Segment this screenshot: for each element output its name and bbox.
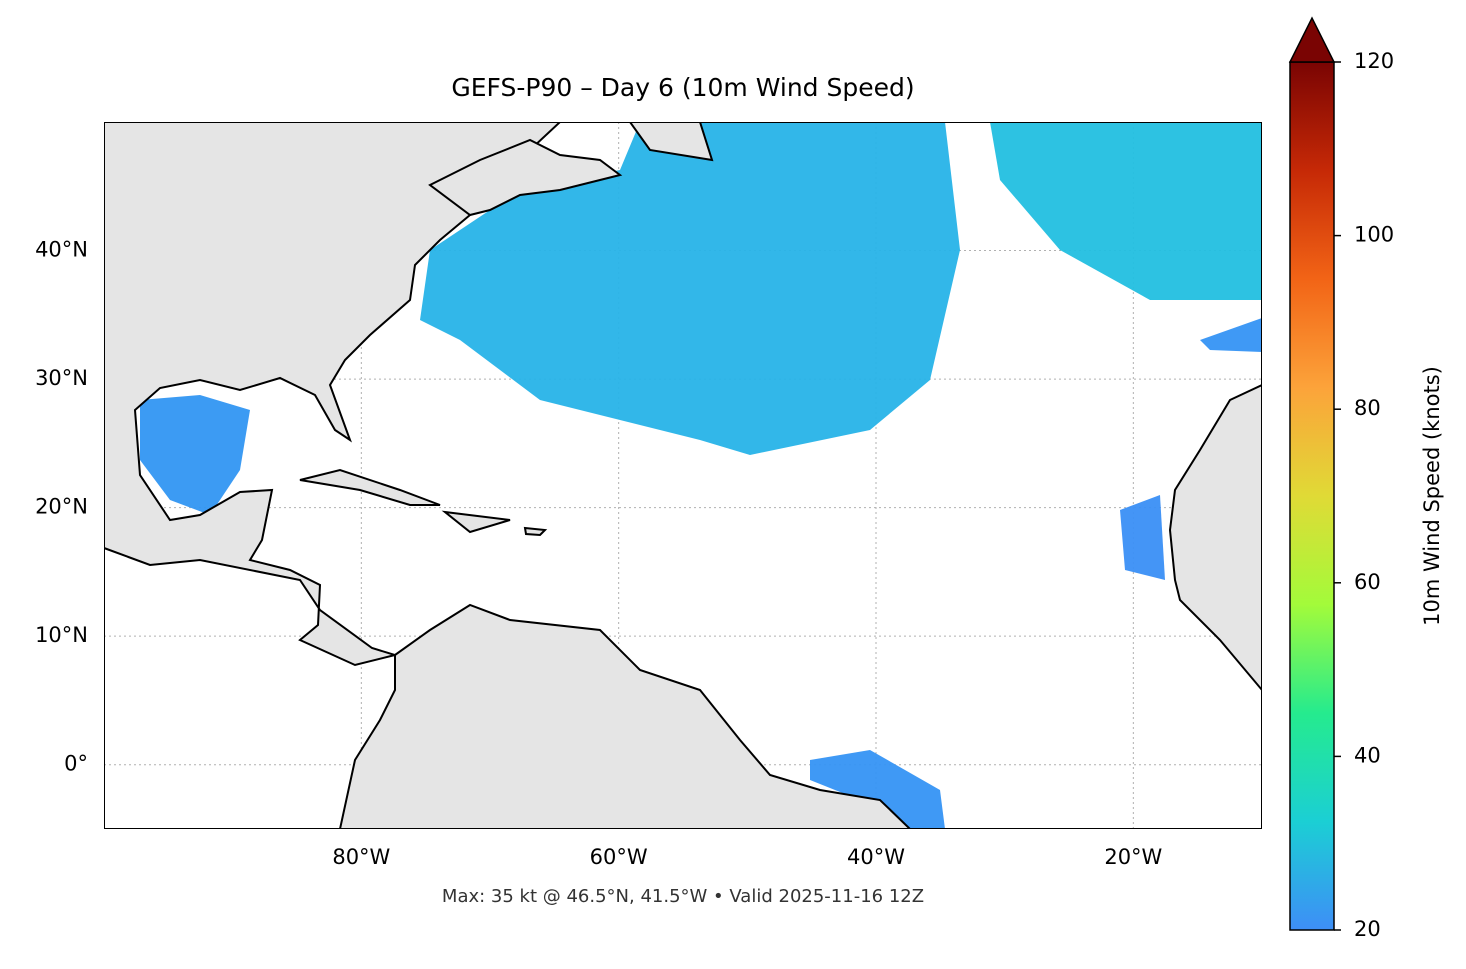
y-tick-label: 40°N bbox=[35, 238, 88, 262]
map-area bbox=[104, 122, 1262, 829]
maritimes bbox=[428, 138, 623, 217]
y-tick-label: 20°N bbox=[35, 495, 88, 519]
south-america bbox=[338, 603, 912, 829]
colorbar-extension bbox=[1288, 16, 1336, 63]
north-america bbox=[104, 122, 562, 667]
wind-area bbox=[1200, 318, 1262, 352]
y-tick-label: 10°N bbox=[35, 623, 88, 647]
colorbar-tick-label: 100 bbox=[1354, 223, 1394, 247]
newfoundland bbox=[628, 122, 714, 162]
y-tick-label: 30°N bbox=[35, 366, 88, 390]
cuba bbox=[299, 468, 441, 506]
x-tick-label: 60°W bbox=[590, 845, 648, 869]
x-tick-label: 40°W bbox=[847, 845, 905, 869]
colorbar-label: 10m Wind Speed (knots) bbox=[1420, 366, 1444, 626]
x-tick-label: 80°W bbox=[332, 845, 390, 869]
wind-area bbox=[420, 122, 960, 455]
wind-area bbox=[1120, 495, 1165, 580]
colorbar-tick-label: 120 bbox=[1354, 49, 1394, 73]
colorbar-body bbox=[1289, 61, 1335, 931]
colorbar-tick-label: 40 bbox=[1354, 743, 1381, 767]
wind-area bbox=[990, 122, 1262, 300]
wind-field bbox=[140, 122, 1262, 829]
x-tick-label: 20°W bbox=[1104, 845, 1162, 869]
hispaniola bbox=[441, 510, 511, 534]
tick-labels: 80°W 60°W 40°W 20°W 0° 10°N 20°N 30°N 40°N bbox=[35, 238, 1162, 869]
chart-title: GEFS-P90 – Day 6 (10m Wind Speed) bbox=[451, 73, 914, 102]
wind-area bbox=[140, 395, 250, 515]
land bbox=[104, 122, 1262, 829]
colorbar: 20 40 60 80 100 120 bbox=[1288, 16, 1394, 941]
colorbar-tick-label: 60 bbox=[1354, 570, 1381, 594]
puerto-rico bbox=[523, 526, 548, 537]
colorbar-tick-label: 20 bbox=[1354, 917, 1381, 941]
africa bbox=[1168, 383, 1262, 692]
colorbar-tick-label: 80 bbox=[1354, 396, 1381, 420]
y-tick-label: 0° bbox=[64, 752, 88, 776]
footer-note: Max: 35 kt @ 46.5°N, 41.5°W • Valid 2025… bbox=[442, 886, 924, 907]
wind-area bbox=[810, 750, 945, 829]
